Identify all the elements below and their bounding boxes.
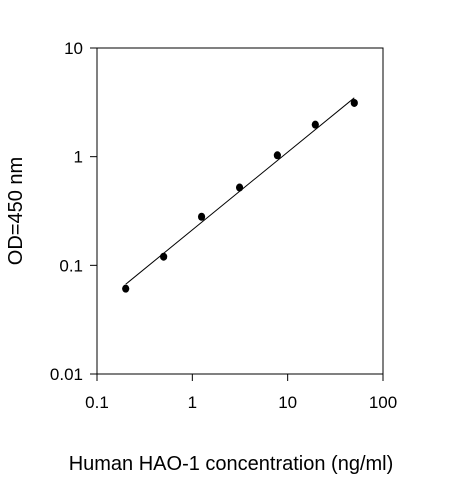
data-points: [122, 98, 358, 293]
data-point: [122, 284, 130, 293]
x-tick-label: 0.1: [85, 393, 109, 412]
y-tick-label: 0.01: [50, 365, 83, 384]
data-point: [197, 212, 206, 221]
x-tick-label: 10: [278, 393, 297, 412]
y-tick-label: 0.1: [59, 256, 83, 275]
x-tick-label: 100: [369, 393, 397, 412]
data-point: [235, 183, 244, 192]
data-point: [350, 98, 358, 107]
x-tick-label: 1: [188, 393, 197, 412]
data-point: [273, 151, 281, 160]
y-tick-label: 10: [64, 39, 83, 58]
data-point: [311, 120, 319, 129]
plot-area: [96, 47, 384, 375]
y-axis-title: OD=450 nm: [5, 157, 27, 265]
axis-ticks: [90, 47, 384, 381]
x-axis-title: Human HAO-1 concentration (ng/ml): [69, 453, 394, 475]
y-tick-label: 1: [74, 148, 83, 167]
data-point: [160, 252, 168, 261]
